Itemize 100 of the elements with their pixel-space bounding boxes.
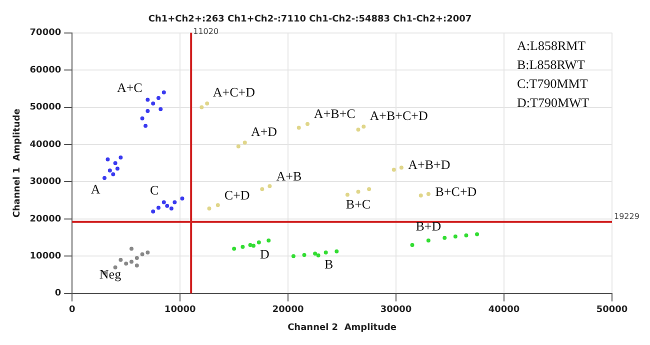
point [156,96,160,100]
point [367,187,372,192]
point [106,157,110,162]
point [151,102,156,106]
annotation: A+C+D [212,84,255,100]
annotation: A+C [116,80,142,96]
y-tick-label: 10000 [30,252,62,262]
point [134,256,139,260]
point [334,249,339,254]
point [232,246,236,251]
x-tick-label: 20000 [272,305,304,316]
y-axis-title: Channel 1 Amplitude [12,108,23,218]
point [426,192,430,196]
x-tick-label: 10000 [164,305,196,316]
annotation: B+D [416,218,442,234]
point [291,254,296,258]
point [156,206,160,210]
point [113,161,118,166]
point [124,262,128,266]
point [118,258,123,262]
annotation: A:L858RMT [517,38,586,54]
annotation: Neg [99,266,122,282]
point [464,233,468,238]
annotation: B+C [346,196,371,212]
point [113,265,118,270]
point [306,122,310,126]
point [240,244,245,249]
ref-line-label: 19229 [614,212,640,221]
point [140,116,144,120]
point [165,204,170,208]
point [200,105,204,110]
point [260,187,264,192]
y-tick-label: 30000 [30,177,62,188]
point [266,238,271,243]
point [356,190,360,194]
point [256,240,261,244]
annotation: A+B+C [314,106,356,122]
point [118,156,123,160]
point [146,250,150,254]
point [410,243,414,248]
point [399,166,404,170]
point [115,166,120,171]
point [158,107,163,112]
point [313,252,318,256]
x-tick-label: 0 [68,305,76,316]
annotation: D [260,246,270,262]
point [146,108,150,113]
ref-line-label: 11020 [193,26,219,36]
point [146,98,150,102]
y-tick-label: 70000 [30,28,62,38]
point [356,128,360,132]
point [144,124,148,128]
point [296,126,301,130]
point [316,253,320,258]
point [140,252,144,256]
point [418,193,423,198]
point [169,206,174,211]
point [242,140,247,145]
point [102,176,107,180]
point [442,236,447,240]
y-tick-label: 50000 [30,102,62,113]
x-tick-label: 40000 [488,305,520,316]
y-tick-label: 20000 [30,214,62,224]
point [111,172,116,176]
point [453,234,458,238]
point [207,206,212,211]
point [172,200,177,204]
x-axis-title: Channel 2 Amplitude [288,322,397,333]
point [130,260,134,264]
point [252,244,256,248]
y-tick-label: 0 [54,288,62,299]
point [180,196,184,200]
x-tick-label: 50000 [596,305,628,316]
point [392,168,396,172]
point [248,243,252,248]
annotation: D:T790MWT [517,95,590,110]
y-tick-label: 60000 [30,65,62,76]
point [162,200,166,204]
annotation: C:T790MMT [517,76,588,92]
point [205,102,210,106]
point [216,203,220,208]
point [236,144,240,148]
annotation: C [150,182,159,198]
annotation: A+B+D [408,157,450,172]
point [362,124,366,129]
annotation: A+B [276,168,302,184]
point [268,184,272,188]
point [302,253,306,258]
annotation: A+B+C+D [370,108,428,124]
point [134,263,139,268]
point [345,192,350,197]
x-tick-label: 30000 [380,305,412,316]
annotation: B+C+D [435,184,477,200]
point [108,168,112,173]
point [151,209,156,214]
annotation: B:L858RWT [517,57,585,72]
point [130,246,134,251]
chart-title: Ch1+Ch2+:263 Ch1+Ch2-:7110 Ch1-Ch2-:54883 Ch1-Ch2+:2007 [148,14,472,25]
y-tick-label: 40000 [30,140,62,150]
annotation: A+D [250,124,278,140]
